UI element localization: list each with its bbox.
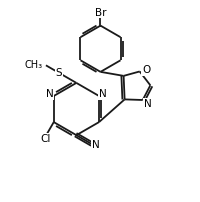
Text: Cl: Cl: [40, 134, 50, 144]
Text: CH₃: CH₃: [24, 60, 42, 70]
Text: Br: Br: [94, 7, 106, 18]
Text: N: N: [46, 89, 53, 99]
Text: O: O: [141, 65, 150, 76]
Text: N: N: [91, 140, 99, 150]
Text: N: N: [143, 99, 151, 109]
Text: N: N: [99, 89, 106, 99]
Text: S: S: [55, 68, 62, 78]
